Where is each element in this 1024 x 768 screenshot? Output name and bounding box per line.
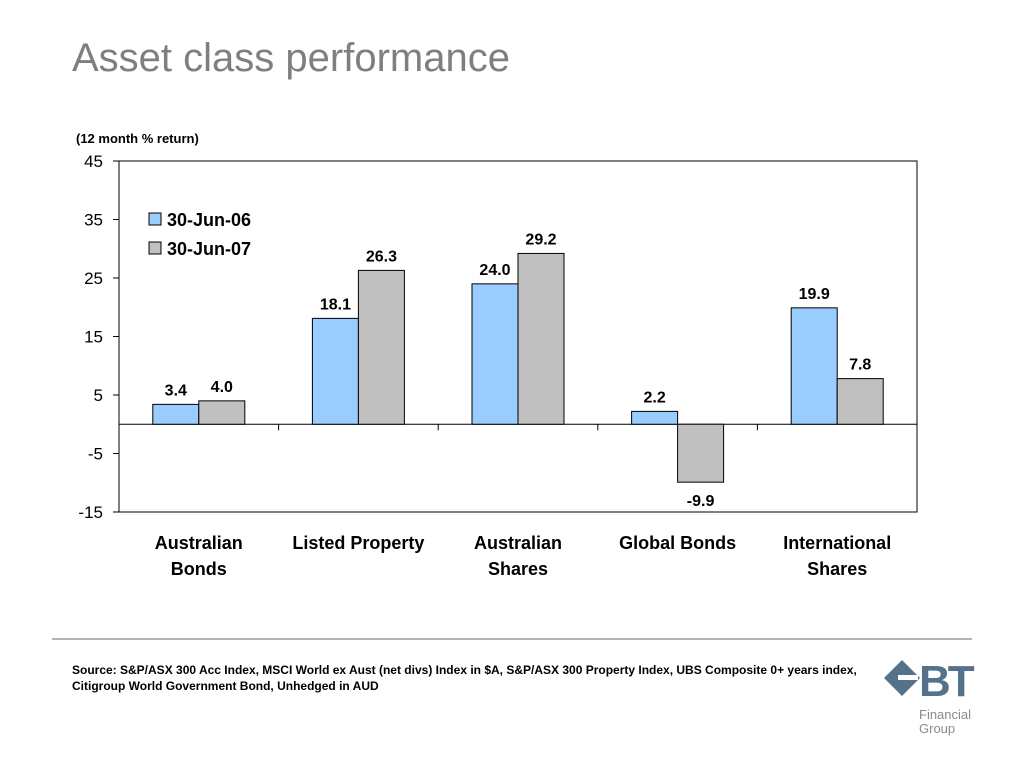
bar-series2 <box>517 252 565 425</box>
bar-chart: (12 month % return) 45 35 25 15 5 -5 -15 3.4 4.0 A… <box>76 131 918 579</box>
legend-swatch <box>148 241 162 255</box>
data-label: 2.2 <box>643 389 665 406</box>
bar-series2 <box>677 423 725 483</box>
bar-series1 <box>471 283 519 425</box>
y-tick-label: 5 <box>94 386 103 405</box>
bar-series2 <box>198 400 246 425</box>
bar-series1 <box>311 317 359 425</box>
source-note: Source: S&P/ASX 300 Acc Index, MSCI Worl… <box>72 663 857 693</box>
footer-divider <box>52 638 972 640</box>
data-label: 24.0 <box>479 262 510 279</box>
data-label: 29.2 <box>525 231 556 248</box>
x-category-label: Shares <box>807 559 867 579</box>
logo-group-text: Group <box>919 721 956 736</box>
bar-series2 <box>357 269 405 425</box>
data-label: 18.1 <box>320 296 351 313</box>
y-tick-label: 45 <box>84 152 103 171</box>
x-category-label: Australian <box>155 533 243 553</box>
data-label: 19.9 <box>799 286 830 303</box>
bt-logo-icon: BT <box>884 657 978 706</box>
logo-brand-text: BT <box>919 657 975 706</box>
y-tick-label: 25 <box>84 269 103 288</box>
x-category-label: Global Bonds <box>619 533 736 553</box>
bar-series1 <box>631 410 679 425</box>
y-tick-label: 35 <box>84 211 103 230</box>
x-category-label: Listed Property <box>292 533 424 553</box>
y-axis-title: (12 month % return) <box>76 131 199 146</box>
page-title: Asset class performance <box>72 36 510 80</box>
y-tick-label: -5 <box>88 445 103 464</box>
bar-series1 <box>790 307 838 425</box>
data-label: -9.9 <box>687 493 715 510</box>
legend-label: 30-Jun-06 <box>167 210 251 230</box>
legend-label: 30-Jun-07 <box>167 239 251 259</box>
x-category-label: Shares <box>488 559 548 579</box>
x-category-label: Bonds <box>171 559 227 579</box>
y-tick-label: 15 <box>84 328 103 347</box>
bar-series1 <box>152 403 200 425</box>
legend-swatch <box>148 212 162 226</box>
data-label: 4.0 <box>211 379 233 396</box>
data-label: 3.4 <box>165 382 187 399</box>
y-tick-label: -15 <box>78 503 103 522</box>
data-label: 26.3 <box>366 248 397 265</box>
logo-financial-text: Financial <box>919 707 972 722</box>
bar-series2 <box>836 378 884 425</box>
bt-financial-group-logo: BT Financial Group <box>882 656 982 746</box>
data-label: 7.8 <box>849 357 871 374</box>
x-category-label: International <box>783 533 891 553</box>
x-category-label: Australian <box>474 533 562 553</box>
